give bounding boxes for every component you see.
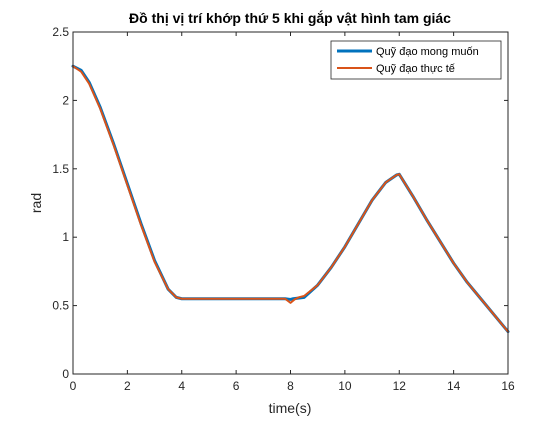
plot-area [73,32,508,374]
y-tick-label: 2.5 [52,25,69,39]
legend-label-actual: Quỹ đạo thực tế [376,63,455,75]
x-tick-label: 0 [70,379,77,393]
x-tick-label: 4 [178,379,185,393]
x-tick-label: 6 [233,379,240,393]
legend-box [330,40,502,80]
chart-title: Đồ thị vị trí khớp thứ 5 khi gắp vật hìn… [129,9,451,26]
x-tick-label: 16 [501,379,515,393]
y-tick-label: 2 [62,93,69,107]
x-tick-label: 12 [393,379,407,393]
legend-label-desired: Quỹ đạo mong muốn [376,46,479,58]
legend: Quỹ đạo mong muốn Quỹ đạo thực tế [330,40,502,80]
ticks-layer [72,31,509,375]
x-tick-label: 2 [124,379,131,393]
x-tick-label: 8 [287,379,294,393]
y-tick-label: 1 [62,230,69,244]
x-tick-label: 10 [338,379,352,393]
series-layer [71,64,510,334]
y-tick-label: 1.5 [52,162,69,176]
y-tick-label: 0.5 [52,299,69,313]
x-tick-label: 14 [447,379,461,393]
y-tick-label: 0 [62,367,69,381]
series-line-actual [72,65,509,333]
y-axis-label: rad [28,193,44,213]
tick-labels-layer: 0 2 4 6 8 10 12 14 16 0 0.5 1 1.5 2 2.5 [52,25,515,393]
x-axis-label: time(s) [269,400,312,416]
